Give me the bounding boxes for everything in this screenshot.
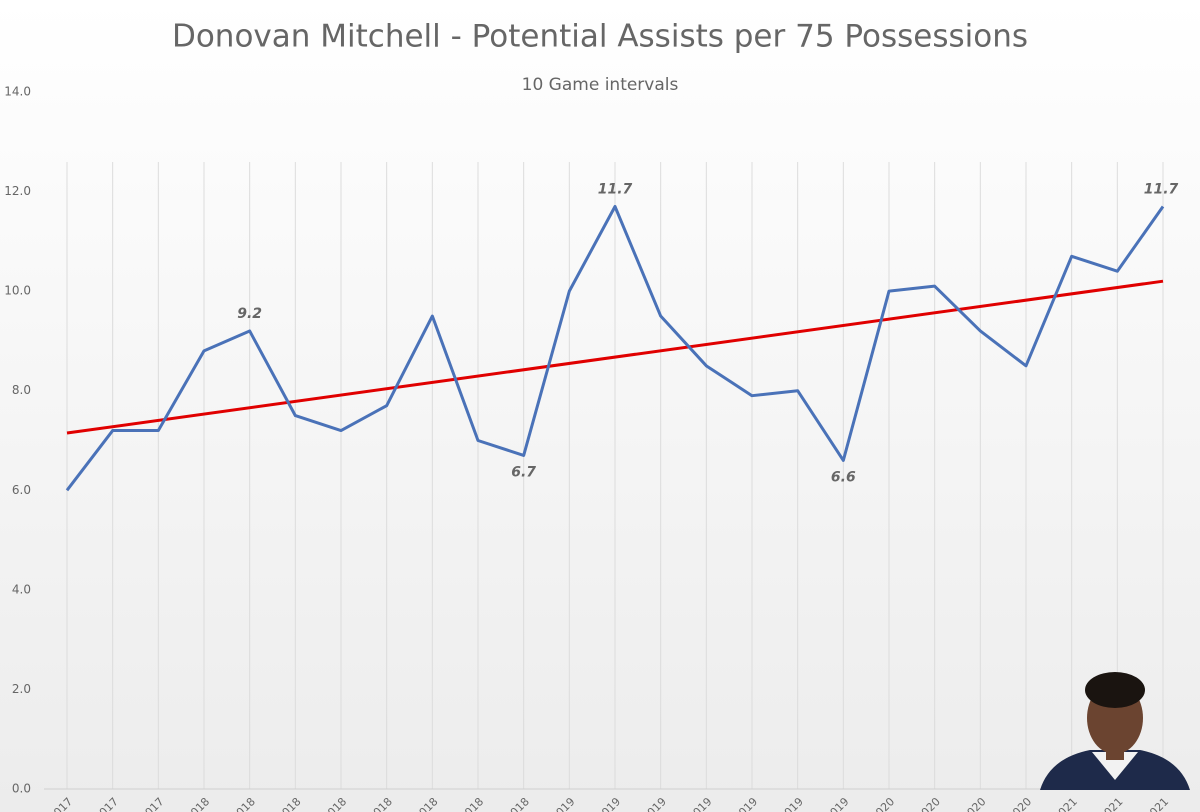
trend-line — [66, 279, 1164, 435]
y-tick-label: 8.0 — [12, 383, 31, 397]
chart-subtitle: 10 Game intervals — [522, 75, 679, 95]
data-label: 11.7 — [1144, 182, 1179, 198]
y-tick-label: 0.0 — [12, 782, 31, 796]
y-tick-label: 12.0 — [4, 184, 31, 198]
data-line — [65, 205, 1165, 492]
y-tick-label: 10.0 — [4, 284, 31, 298]
y-tick-label: 14.0 — [4, 85, 31, 99]
data-label: 6.7 — [511, 464, 536, 480]
player-photo — [1040, 672, 1190, 790]
y-tick-label: 6.0 — [12, 483, 31, 497]
data-label: 6.6 — [831, 469, 856, 485]
data-label: 11.7 — [598, 182, 633, 198]
y-tick-label: 4.0 — [12, 582, 31, 596]
chart-title: Donovan Mitchell - Potential Assists per… — [172, 19, 1028, 55]
data-label: 9.2 — [237, 306, 262, 322]
y-tick-label: 2.0 — [12, 682, 31, 696]
